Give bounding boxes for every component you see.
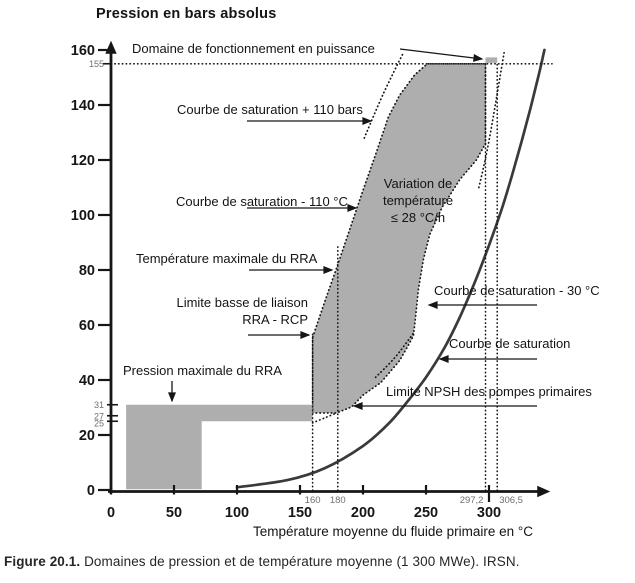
label-courbe-saturation-moins-30: Courbe de saturation - 30 °C	[434, 283, 600, 298]
x-tick-label: 200	[351, 505, 375, 521]
figure-caption: Figure 20.1. Domaines de pression et de …	[4, 554, 520, 569]
y-tick-label: 160	[71, 43, 95, 59]
x-tick-label: 300	[477, 505, 501, 521]
x-tick-label: 100	[225, 505, 249, 521]
x-minor-label: 297,2	[460, 495, 484, 506]
x-tick-label: 150	[288, 505, 312, 521]
label-temperature-maximale-rra: Température maximale du RRA	[136, 251, 318, 266]
label-domaine-fonctionnement-arrow	[399, 48, 484, 62]
label-limite-npsh: Limite NPSH des pompes primaires	[386, 384, 592, 399]
x-minor-label: 306,5	[499, 495, 523, 506]
label-variation-temperature: Variation de température ≤ 28 °C/h	[382, 176, 454, 225]
label-courbe-saturation: Courbe de saturation	[449, 336, 571, 351]
y-minor-label: 25	[94, 418, 104, 428]
y-tick-label: 0	[87, 483, 95, 499]
y-minor-label: 155	[89, 59, 104, 69]
domaine-exploitation-rcp	[311, 62, 487, 414]
y-tick-label: 120	[71, 153, 95, 169]
y-tick-label: 60	[79, 318, 95, 334]
y-tick-label: 140	[71, 98, 95, 114]
label-domaine-fonctionnement: Domaine de fonctionnement en puissance	[132, 41, 375, 56]
y-tick-label: 100	[71, 208, 95, 224]
label-limite-basse-liaison: Limite basse de liaison RRA - RCP	[176, 295, 308, 327]
y-tick-label: 40	[79, 373, 95, 389]
figure-caption-text: Domaines de pression et de température m…	[80, 554, 520, 569]
y-tick-label: 20	[79, 428, 95, 444]
x-axis-title: Température moyenne du fluide primaire e…	[253, 524, 534, 539]
y-axis-title: Pression en bars absolus	[96, 6, 277, 22]
figure-caption-label: Figure 20.1.	[4, 554, 81, 569]
limite-npsh-extension	[311, 412, 338, 424]
y-tick-label: 80	[79, 263, 95, 279]
x-tick-label: 50	[166, 505, 182, 521]
domaine-fonctionnement-puissance-bar	[485, 57, 498, 63]
courbe-saturation	[235, 48, 546, 489]
courbe-saturation-moins-30-bas	[374, 332, 415, 379]
domaine-pression-rra	[126, 404, 313, 490]
y-minor-label: 31	[94, 400, 104, 410]
courbe-saturation-plus-110-bars	[363, 51, 405, 139]
y-minor-label: 27	[94, 411, 104, 421]
label-courbe-saturation-moins-110: Courbe de saturation - 110 °C	[176, 194, 348, 209]
courbe-saturation-moins-30-haut	[478, 51, 505, 189]
x-tick-label: 250	[414, 505, 438, 521]
x-minor-label: 160	[305, 495, 321, 506]
label-courbe-saturation-plus-110: Courbe de saturation + 110 bars	[177, 102, 363, 117]
x-minor-label: 180	[330, 495, 346, 506]
x-tick-label: 0	[107, 505, 115, 521]
label-pression-maximale-rra: Pression maximale du RRA	[123, 363, 282, 378]
